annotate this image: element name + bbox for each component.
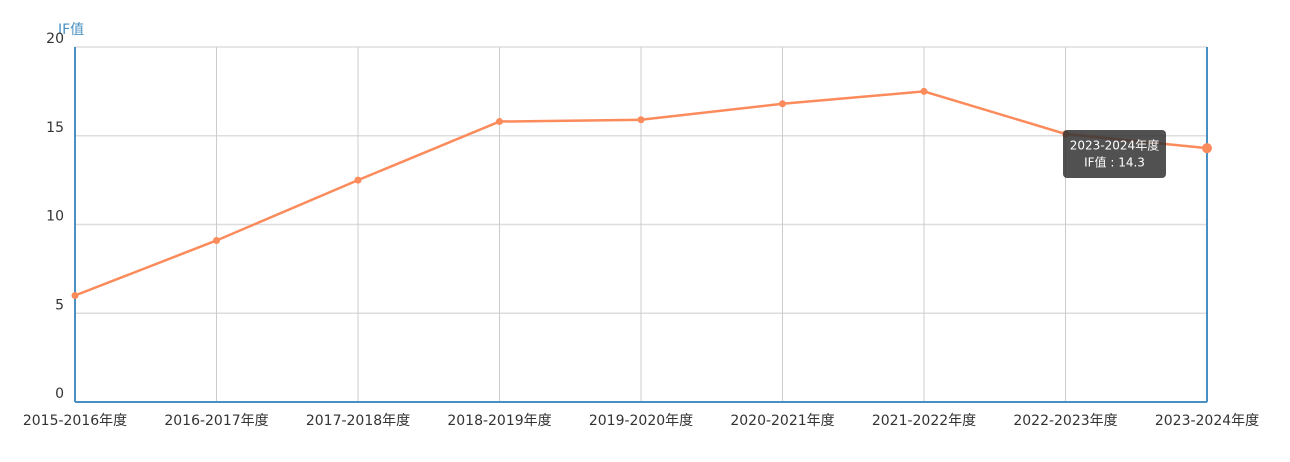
- x-tick-label: 2023-2024年度: [1155, 413, 1259, 429]
- x-tick-label: 2020-2021年度: [730, 413, 834, 429]
- x-tick-label: 2015-2016年度: [23, 413, 127, 429]
- point: [637, 116, 645, 124]
- tooltip-box: [1063, 130, 1166, 178]
- x-tick-label: 2019-2020年度: [589, 413, 693, 429]
- x-tick-label: 2016-2017年度: [164, 413, 268, 429]
- x-tick-label: 2021-2022年度: [872, 413, 976, 429]
- point: [213, 236, 220, 244]
- x-tick-label: 2022-2023年度: [1013, 413, 1117, 429]
- tooltip: 2023-2024年度 IF值 : 14.3: [1063, 130, 1166, 178]
- point: [496, 118, 503, 126]
- x-tick-label: 2017-2018年度: [306, 413, 410, 429]
- tooltip-title: 2023-2024年度: [1070, 138, 1159, 153]
- y-axis-label: IF值: [58, 22, 84, 38]
- point: [354, 176, 362, 184]
- y-tick-label: 10: [46, 209, 64, 225]
- y-tick-label: 20: [46, 31, 64, 47]
- tooltip-label: IF值 : 14.3: [1084, 155, 1145, 170]
- y-tick-label: 5: [55, 297, 64, 313]
- x-tick-label: 2018-2019年度: [447, 413, 551, 429]
- point: [71, 292, 79, 299]
- y-tick-label: 15: [46, 120, 64, 136]
- y-tick-label: 0: [55, 386, 64, 402]
- point: [779, 100, 786, 108]
- point: [920, 87, 928, 95]
- point: [1202, 143, 1212, 154]
